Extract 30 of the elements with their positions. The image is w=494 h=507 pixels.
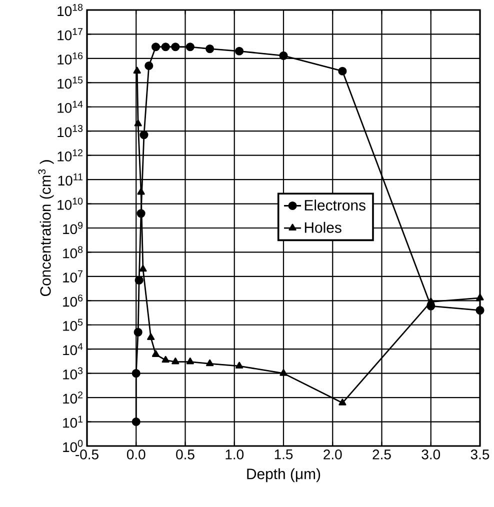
- y-tick-label: 10$^{10}$: [58, 198, 83, 210]
- y-axis-title: Concentration (cm$^{3}$ ): [38, 160, 54, 296]
- y-tick-label: 10$^{6}$: [63, 294, 83, 307]
- legend-label: Electrons: [304, 200, 366, 211]
- y-tick-label: 10$^{16}$: [58, 52, 83, 65]
- y-tick-label: 10$^{12}$: [58, 149, 82, 162]
- y-tick-label: 10$^{3}$: [63, 367, 83, 380]
- x-tick-label: 2.5: [372, 450, 391, 460]
- x-tick-label: 2.0: [324, 450, 342, 460]
- y-tick-label: 10$^{11}$: [58, 174, 83, 186]
- y-tick-label: 10$^{17}$: [58, 28, 82, 40]
- y-tick-label: 10$^{14}$: [58, 100, 83, 113]
- y-tick-label: 10$^{5}$: [63, 318, 83, 331]
- x-axis-title: Depth (μm): [247, 468, 320, 482]
- legend-label: Holes: [304, 222, 342, 233]
- y-tick-label: 10$^{7}$: [63, 270, 82, 282]
- y-tick-label: 10$^{4}$: [63, 343, 83, 356]
- x-tick-label: 3.0: [422, 450, 440, 460]
- y-tick-label: 10$^{2}$: [63, 391, 82, 404]
- y-tick-label: 10$^{13}$: [58, 125, 83, 138]
- y-tick-label: 10$^{8}$: [63, 246, 83, 258]
- x-tick-label: 3.5: [470, 450, 490, 460]
- y-tick-label: 10$^{1}$: [63, 416, 83, 428]
- x-tick-label: 0.5: [176, 450, 194, 460]
- y-tick-label: 10$^{15}$: [58, 76, 83, 89]
- x-tick-label: 0.0: [126, 450, 146, 460]
- y-tick-label: 10$^{18}$: [58, 4, 83, 16]
- x-tick-label: 1.5: [274, 450, 293, 460]
- x-tick-label: 1.0: [226, 450, 244, 460]
- y-tick-label: 10$^{9}$: [63, 222, 83, 234]
